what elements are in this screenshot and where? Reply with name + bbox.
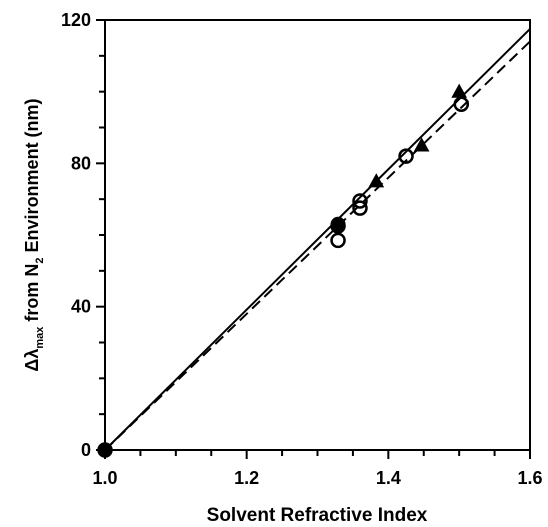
y-axis-title-suffix: Environment (nm) [22,98,42,257]
filled-triangle-point [368,173,385,188]
open-circle-point [352,193,368,209]
fit-line-solid [104,28,531,451]
x-tick-label: 1.0 [92,468,117,488]
data-points [97,83,470,458]
y-axis-title: Δλmax from N2 Environment (nm) [22,98,46,371]
y-axis-title-subscript: max [34,326,46,349]
y-tick-label: 0 [81,440,91,460]
filled-triangle-point [413,137,430,152]
filled-triangle-point [451,83,468,98]
y-tick-label: 120 [61,10,91,30]
open-circle-point [398,148,414,164]
fit-lines [104,28,531,451]
axis-ticks [96,19,531,459]
fit-line-dashed [104,40,531,451]
x-tick-label: 1.4 [376,468,401,488]
y-tick-label: 80 [71,153,91,173]
y-tick-label: 40 [71,297,91,317]
x-tick-label: 1.2 [234,468,259,488]
open-circle-point [330,232,346,249]
open-circle-point [352,200,368,216]
filled-circle-point [97,442,113,458]
filled-circle-point [330,216,346,232]
axis-tick-labels: 1.0 1.2 1.4 1.6 0 40 80 120 [61,10,543,488]
y-axis-title-prefix: Δλ [22,349,42,372]
y-axis-title-middle: from N [22,264,42,327]
y-axis-title-subscript2: 2 [34,257,46,263]
x-tick-label: 1.6 [517,468,542,488]
x-axis-title: Solvent Refractive Index [207,505,428,526]
